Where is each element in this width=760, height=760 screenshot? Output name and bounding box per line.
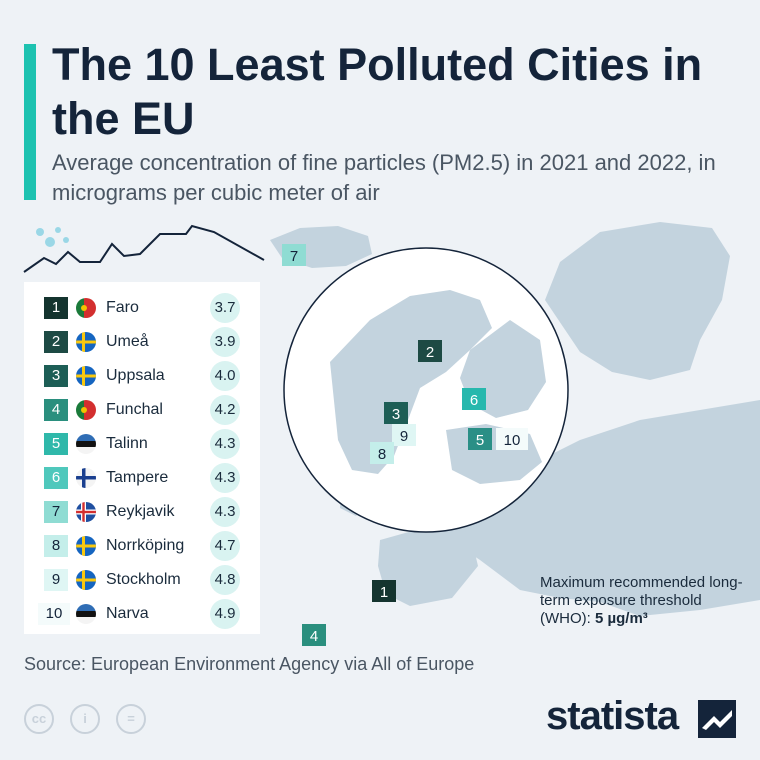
iberia-shape — [378, 526, 478, 606]
map-marker-label: 2 — [426, 344, 434, 361]
rank-badge: 2 — [44, 331, 68, 353]
bubble-icon — [36, 228, 44, 236]
list-item: 3 Uppsala 4.0 — [24, 361, 260, 396]
pm25-value: 4.3 — [210, 463, 240, 493]
city-name: Tampere — [106, 469, 169, 486]
estonia-flag-icon — [76, 604, 96, 624]
nd-icon[interactable]: = — [116, 704, 146, 734]
pm25-value: 4.3 — [210, 429, 240, 459]
pm25-value: 4.2 — [210, 395, 240, 425]
continent-shape — [430, 400, 760, 616]
map-marker-8: 8 — [370, 442, 394, 464]
scandinavia-shape — [545, 222, 730, 380]
statista-logo[interactable]: statista — [546, 694, 679, 738]
accent-bar — [24, 44, 36, 200]
inset-scandinavia — [330, 290, 492, 474]
city-name: Umeå — [106, 333, 149, 350]
list-item: 9 Stockholm 4.8 — [24, 565, 260, 600]
map-marker-10: 10 — [496, 428, 528, 450]
bubble-icon — [63, 237, 69, 243]
page-subtitle: Average concentration of fine particles … — [52, 150, 716, 205]
map-marker-4: 4 — [302, 624, 326, 646]
map-marker-label: 9 — [400, 428, 408, 445]
rank-badge: 3 — [44, 365, 68, 387]
rooftops-icon — [23, 224, 265, 273]
map-marker-9: 9 — [392, 424, 416, 446]
iceland-flag-icon — [76, 502, 96, 522]
pm25-value: 4.3 — [210, 497, 240, 527]
list-item: 4 Funchal 4.2 — [24, 395, 260, 430]
who-threshold-value: 5 µg/m³ — [594, 610, 648, 627]
city-name: Funchal — [106, 401, 163, 418]
estonia-flag-icon — [76, 434, 96, 454]
rank-badge: 9 — [44, 569, 68, 591]
bubble-icon — [55, 227, 61, 233]
city-name: Faro — [106, 299, 139, 316]
map-marker-label: 8 — [378, 446, 386, 463]
finland-flag-icon — [76, 468, 96, 488]
who-threshold-text: Maximum recommended long-term exposure t… — [540, 574, 743, 627]
statista-mark-icon — [698, 700, 736, 738]
city-name: Stockholm — [106, 571, 181, 588]
rank-badge: 8 — [44, 535, 68, 557]
sweden-flag-icon — [76, 366, 96, 386]
list-item: 6 Tampere 4.3 — [24, 463, 260, 498]
pm25-value: 4.8 — [210, 565, 240, 595]
rank-badge: 7 — [44, 501, 68, 523]
rank-badge: 1 — [44, 297, 68, 319]
map-marker-1: 1 — [372, 580, 396, 602]
map-marker-5: 5 — [468, 428, 492, 450]
portugal-flag-icon — [76, 298, 96, 318]
pm25-value: 4.7 — [210, 531, 240, 561]
map-marker-label: 7 — [290, 248, 298, 265]
list-item: 7 Reykjavik 4.3 — [24, 497, 260, 532]
city-name: Uppsala — [106, 367, 165, 384]
rank-badge: 5 — [44, 433, 68, 455]
pm25-value: 4.0 — [210, 361, 240, 391]
map-marker-7: 7 — [282, 244, 306, 266]
sweden-flag-icon — [76, 536, 96, 556]
sweden-flag-icon — [76, 570, 96, 590]
city-name: Narva — [106, 605, 149, 622]
list-item: 5 Talinn 4.3 — [24, 429, 260, 464]
by-icon[interactable]: i — [70, 704, 100, 734]
cc-icon[interactable]: cc — [24, 704, 54, 734]
map-marker-label: 4 — [310, 628, 318, 645]
city-name: Norrköping — [106, 537, 185, 554]
city-name: Talinn — [106, 435, 148, 452]
map-marker-6: 6 — [462, 388, 486, 410]
portugal-flag-icon — [76, 400, 96, 420]
list-item: 1 Faro 3.7 — [24, 293, 260, 328]
who-threshold-note: Maximum recommended long-term exposure t… — [540, 574, 750, 628]
page-title: The 10 Least Polluted Cities in the EU — [52, 39, 703, 144]
pm25-value: 3.9 — [210, 327, 240, 357]
map-marker-label: 3 — [392, 406, 400, 423]
map-marker-label: 1 — [380, 584, 388, 601]
map-marker-label: 10 — [504, 432, 521, 449]
map-marker-label: 6 — [470, 392, 478, 409]
list-item: 10 Narva 4.9 — [24, 599, 260, 634]
map-marker-label: 5 — [476, 432, 484, 449]
map-marker-3: 3 — [384, 402, 408, 424]
rank-badge: 4 — [44, 399, 68, 421]
list-item: 2 Umeå 3.9 — [24, 327, 260, 362]
pm25-value: 3.7 — [210, 293, 240, 323]
sweden-flag-icon — [76, 332, 96, 352]
pm25-value: 4.9 — [210, 599, 240, 629]
source-text: Source: European Environment Agency via … — [24, 654, 475, 674]
list-item: 8 Norrköping 4.7 — [24, 531, 260, 566]
map-marker-2: 2 — [418, 340, 442, 362]
rank-badge: 10 — [38, 603, 70, 625]
city-name: Reykjavik — [106, 503, 175, 520]
ranking-list: 1 Faro 3.7 2 Umeå 3.9 3 Uppsala 4.0 4 Funchal 4.2 5 T… — [24, 282, 260, 634]
bubble-icon — [45, 237, 55, 247]
rank-badge: 6 — [44, 467, 68, 489]
